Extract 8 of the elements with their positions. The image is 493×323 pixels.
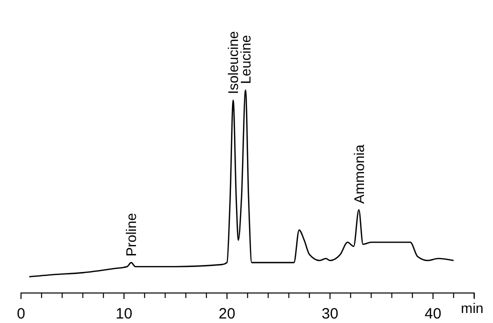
x-tick-label: 20 [218,306,236,322]
x-axis-title: min [460,300,484,316]
x-tick-label: 40 [424,306,442,322]
x-tick-label: 0 [16,306,26,322]
x-tick-label: 30 [322,306,338,322]
annotation: Proline [123,212,140,257]
annotation: Ammonia [350,144,367,204]
x-tick-label: 10 [116,306,132,322]
